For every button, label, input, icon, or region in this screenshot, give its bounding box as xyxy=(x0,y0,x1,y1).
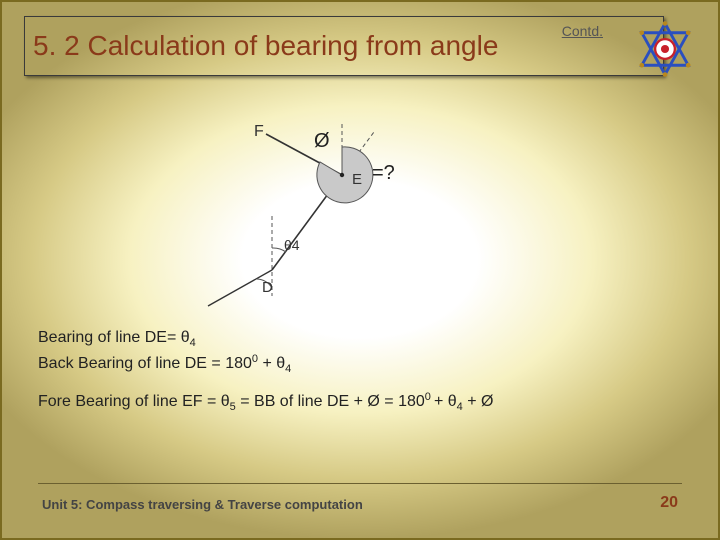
label-E: E xyxy=(352,171,362,188)
superscript: 0 xyxy=(252,353,258,365)
label-D: D xyxy=(262,279,273,296)
text: Back Bearing of line DE = 180 xyxy=(38,355,252,372)
label-theta4: θ4 xyxy=(284,237,300,253)
phi-symbol: Ø xyxy=(314,130,330,153)
text: + Ø xyxy=(463,393,494,410)
bearing-de-line: Bearing of line DE= θ4 xyxy=(38,326,678,350)
text: Fore Bearing of line EF = θ xyxy=(38,393,230,410)
page-number: 20 xyxy=(660,494,678,512)
bearing-diagram: F E D θ4 Ø =? xyxy=(202,120,462,310)
equals-question: =? xyxy=(372,162,395,185)
institution-logo xyxy=(636,20,694,78)
footer-unit-label: Unit 5: Compass traversing & Traverse co… xyxy=(42,497,363,512)
subscript: 4 xyxy=(190,337,196,349)
subscript: 4 xyxy=(285,363,291,375)
superscript: 0 xyxy=(425,391,434,403)
back-bearing-de-line: Back Bearing of line DE = 1800 + θ4 xyxy=(38,352,678,376)
label-F: F xyxy=(254,123,264,140)
subscript: 4 xyxy=(457,401,463,413)
page-title: 5. 2 Calculation of bearing from angle xyxy=(33,30,498,62)
subscript: 5 xyxy=(230,401,236,413)
text: Bearing of line DE= θ xyxy=(38,329,190,346)
text: + θ xyxy=(258,355,285,372)
continued-label: Contd. xyxy=(562,23,603,39)
text: = BB of line DE + Ø = 180 xyxy=(236,393,425,410)
text: + θ xyxy=(434,393,457,410)
title-box: 5. 2 Calculation of bearing from angle C… xyxy=(24,16,664,76)
footer-divider xyxy=(38,483,682,484)
derivation-text: Bearing of line DE= θ4 Back Bearing of l… xyxy=(38,326,678,416)
fore-bearing-ef-line: Fore Bearing of line EF = θ5 = BB of lin… xyxy=(38,390,678,414)
